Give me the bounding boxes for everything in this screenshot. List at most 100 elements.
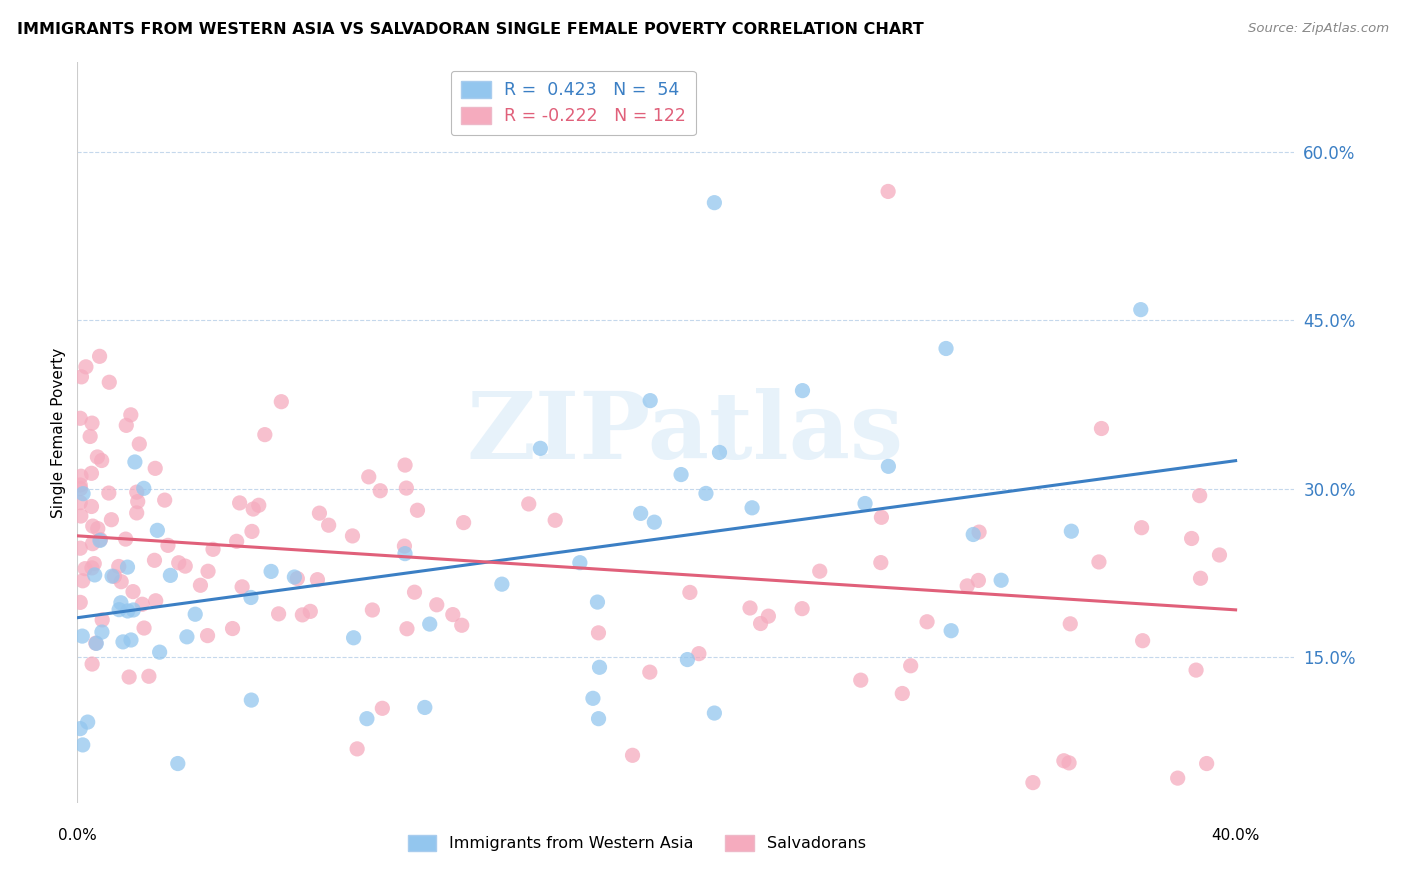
Point [267, 607, 290, 621]
Point [146, 524, 169, 538]
Point [190, 578, 212, 592]
Point [588, 712, 610, 726]
Point [1057, 756, 1080, 770]
Point [790, 601, 813, 615]
Point [83, 557, 105, 571]
Point [111, 635, 134, 649]
Point [1053, 754, 1076, 768]
Point [239, 591, 262, 605]
Point [90, 453, 112, 467]
Point [110, 574, 132, 589]
Point [90, 625, 112, 640]
Point [638, 665, 661, 680]
Point [990, 574, 1012, 588]
Point [87, 522, 110, 536]
Point [346, 742, 368, 756]
Point [118, 670, 141, 684]
Point [122, 584, 145, 599]
Point [307, 573, 329, 587]
Point [108, 602, 131, 616]
Point [491, 577, 513, 591]
Point [120, 408, 142, 422]
Point [75, 562, 97, 576]
Point [877, 185, 900, 199]
Point [89, 533, 111, 548]
Point [939, 624, 962, 638]
Point [167, 556, 190, 570]
Point [70, 369, 93, 384]
Text: Source: ZipAtlas.com: Source: ZipAtlas.com [1249, 22, 1389, 36]
Point [127, 494, 149, 508]
Point [361, 603, 384, 617]
Point [149, 645, 172, 659]
Point [197, 629, 219, 643]
Point [159, 568, 181, 582]
Text: ZIPatlas: ZIPatlas [467, 388, 904, 477]
Point [89, 533, 111, 547]
Point [72, 574, 94, 588]
Point [80, 467, 103, 481]
Point [283, 570, 305, 584]
Point [394, 458, 416, 472]
Point [638, 393, 661, 408]
Point [738, 601, 761, 615]
Point [253, 427, 276, 442]
Point [143, 553, 166, 567]
Point [1022, 775, 1045, 789]
Point [891, 686, 914, 700]
Point [117, 604, 139, 618]
Text: 40.0%: 40.0% [1212, 828, 1260, 843]
Point [870, 510, 893, 524]
Point [1189, 571, 1212, 585]
Point [69, 595, 91, 609]
Point [86, 450, 108, 464]
Point [132, 481, 155, 495]
Point [582, 691, 605, 706]
Point [103, 569, 125, 583]
Point [120, 632, 142, 647]
Point [357, 470, 380, 484]
Y-axis label: Single Female Poverty: Single Female Poverty [51, 348, 66, 517]
Point [221, 622, 243, 636]
Point [156, 538, 179, 552]
Point [125, 485, 148, 500]
Point [758, 609, 780, 624]
Point [125, 506, 148, 520]
Point [1130, 521, 1153, 535]
Legend: Immigrants from Western Asia, Salvadorans: Immigrants from Western Asia, Salvadoran… [401, 829, 872, 858]
Point [709, 445, 731, 459]
Point [291, 607, 314, 622]
Point [394, 539, 416, 553]
Point [426, 598, 449, 612]
Point [695, 486, 717, 500]
Point [128, 437, 150, 451]
Point [588, 660, 610, 674]
Point [69, 482, 91, 496]
Point [517, 497, 540, 511]
Point [1088, 555, 1111, 569]
Point [166, 756, 188, 771]
Point [703, 706, 725, 720]
Point [117, 560, 139, 574]
Point [688, 647, 710, 661]
Point [406, 503, 429, 517]
Point [97, 486, 120, 500]
Point [441, 607, 464, 622]
Point [368, 483, 391, 498]
Point [1059, 616, 1081, 631]
Point [877, 459, 900, 474]
Point [72, 738, 94, 752]
Point [285, 572, 308, 586]
Point [124, 455, 146, 469]
Point [89, 349, 111, 363]
Point [853, 496, 876, 510]
Point [69, 411, 91, 425]
Point [749, 616, 772, 631]
Point [114, 532, 136, 546]
Point [76, 715, 98, 730]
Point [356, 712, 378, 726]
Point [176, 630, 198, 644]
Point [98, 376, 121, 390]
Point [394, 547, 416, 561]
Point [643, 515, 665, 529]
